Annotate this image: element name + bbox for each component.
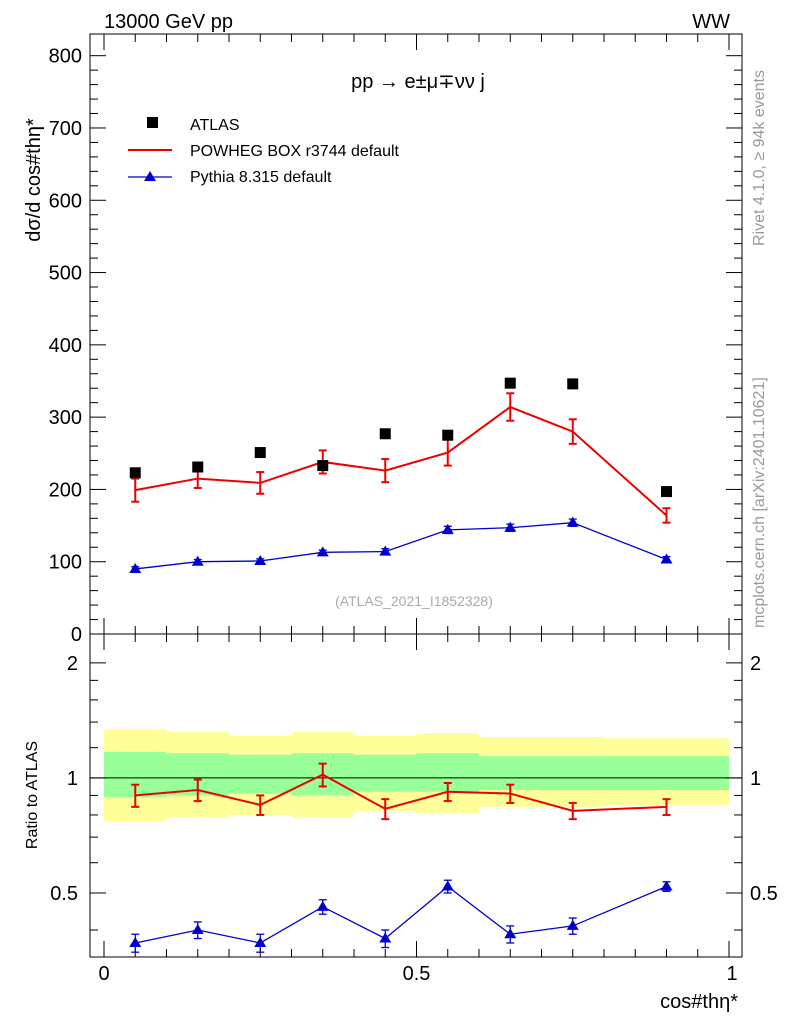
pythia-ratio-point (316, 900, 329, 911)
pythia-ratio-line (135, 885, 667, 944)
ratio-x-tick-label: 0 (98, 963, 109, 985)
atlas-data-point (504, 377, 516, 389)
legend-pythia-marker (144, 171, 156, 181)
pythia-point (379, 545, 392, 556)
rivet-label: Rivet 4.1.0, ≥ 94k events (751, 70, 768, 246)
process-tag: WW (692, 11, 730, 33)
main-y-tick-label: 500 (49, 263, 82, 285)
legend-atlas-label: ATLAS (190, 117, 240, 134)
atlas-data-point (661, 486, 672, 498)
ratio-y-tick-label: 0.5 (50, 883, 78, 905)
pythia-point (129, 562, 142, 573)
pythia-point (504, 521, 517, 532)
pythia-ratio-point (441, 880, 454, 891)
atlas-data-point (317, 460, 329, 472)
main-y-tick-label: 300 (49, 407, 82, 429)
pythia-point (566, 516, 579, 527)
legend-pythia-label: Pythia 8.315 default (190, 169, 332, 186)
ratio-band-inner (229, 754, 292, 794)
pythia-line (135, 522, 667, 570)
main-y-tick-label: 800 (49, 46, 82, 68)
ratio-y-tick-label-right: 2 (750, 653, 761, 675)
atlas-data-point (192, 461, 204, 473)
atlas-data-point (254, 447, 266, 459)
legend-powheg-label: POWHEG BOX r3744 default (190, 143, 400, 160)
analysis-id: (ATLAS_2021_I1852328) (335, 593, 493, 609)
ratio-band-inner (541, 756, 604, 790)
main-y-tick-label: 400 (49, 335, 82, 357)
pythia-point (441, 523, 454, 534)
ratio-band-inner (354, 754, 417, 792)
pythia-ratio-point (504, 928, 517, 939)
process-title: pp → e±μ∓νν j (351, 71, 485, 93)
ratio-y-axis-label: Ratio to ATLAS (24, 741, 41, 849)
pythia-point (316, 546, 329, 557)
ratio-y-tick-label: 1 (67, 768, 78, 790)
main-y-tick-label: 200 (49, 479, 82, 501)
main-y-axis-label: dσ/d cos#thη* (23, 118, 45, 242)
main-y-tick-label: 100 (49, 552, 82, 574)
main-frame (89, 33, 743, 635)
main-y-tick-label: 700 (49, 118, 82, 140)
x-axis-label: cos#thη* (660, 991, 738, 1013)
ratio-panel: 0.5 0.5 1 1 2 2 0 0.5 1 (50, 633, 778, 985)
pythia-ratio-point (254, 936, 267, 947)
pythia-ratio-point (129, 936, 142, 947)
pythia-point (254, 554, 267, 565)
legend: ATLAS POWHEG BOX r3744 default Pythia 8.… (128, 117, 400, 186)
pythia-ratio-point (379, 932, 392, 943)
main-y-tick-label: 600 (49, 190, 82, 212)
atlas-data-point (442, 429, 454, 441)
main-panel: 0 100 200 300 400 500 600 700 800 (49, 33, 743, 646)
pythia-ratio-point (566, 919, 579, 930)
main-y-tick-label: 0 (71, 624, 82, 646)
atlas-data-point (129, 467, 141, 479)
pythia-ratio-point (191, 924, 204, 935)
pythia-ratio-point (660, 880, 673, 891)
ratio-x-tick-label: 0.5 (403, 963, 431, 985)
mcplots-label: mcplots.cern.ch [arXiv:2401.10621] (751, 377, 768, 628)
ratio-y-tick-label-right: 0.5 (750, 883, 778, 905)
energy-label: 13000 GeV pp (104, 11, 233, 33)
ratio-y-tick-label-right: 1 (750, 768, 761, 790)
pythia-point (191, 555, 204, 566)
legend-atlas-marker (147, 117, 158, 128)
ratio-y-tick-label: 2 (67, 653, 78, 675)
powheg-line (135, 405, 668, 517)
atlas-data-point (379, 428, 391, 440)
ratio-x-tick-label: 1 (726, 963, 737, 985)
atlas-data-point (567, 378, 579, 390)
pythia-point (660, 553, 673, 564)
ratio-band-inner (604, 756, 729, 790)
